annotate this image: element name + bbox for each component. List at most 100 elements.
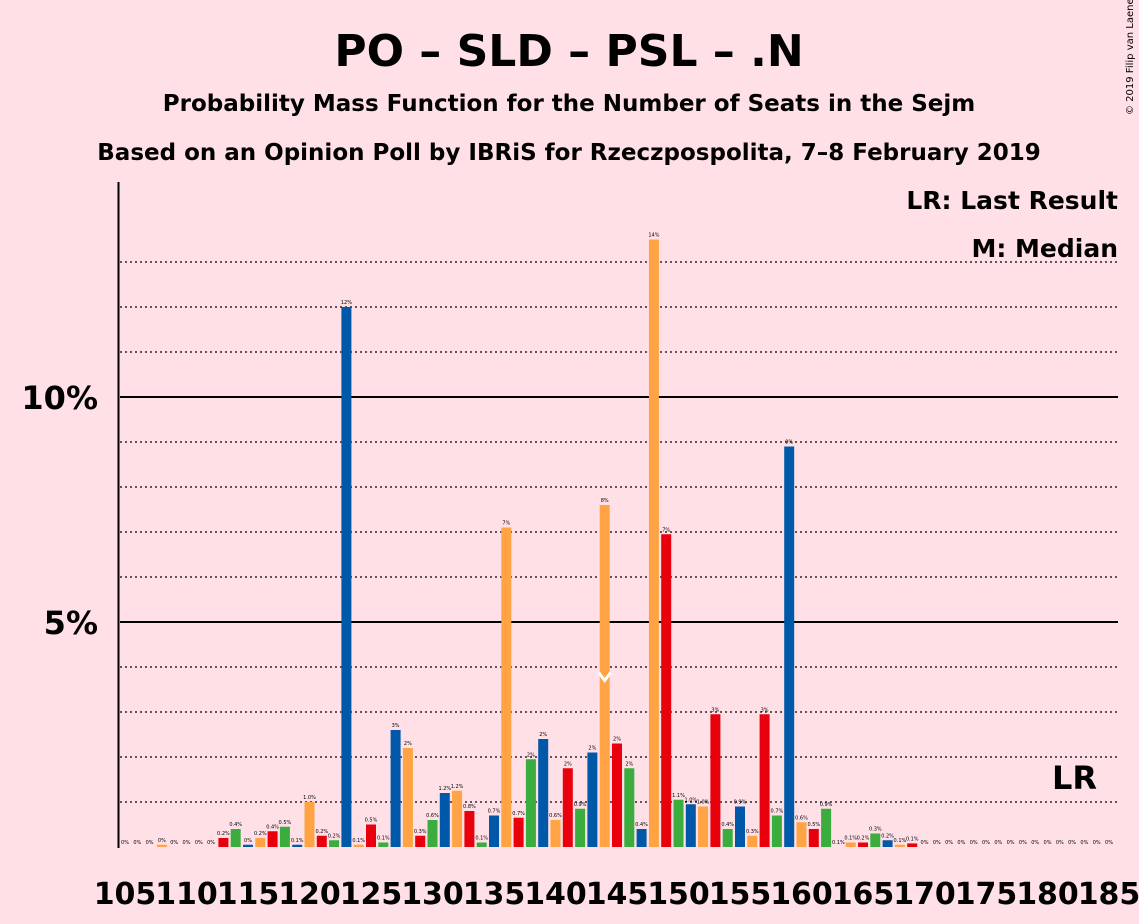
bar-value-label: 0% <box>121 840 129 846</box>
bar-value-label: 1.2% <box>451 784 464 790</box>
seat-bar <box>661 534 672 847</box>
bar-value-label: 0% <box>1031 840 1039 846</box>
seat-bar <box>292 844 303 847</box>
bar-value-label: 0.2% <box>217 831 230 837</box>
bar-value-label: 0% <box>158 838 166 844</box>
seat-bar <box>230 829 241 847</box>
bar-value-label: 0.4% <box>266 824 279 830</box>
bar-value-label: 3% <box>761 707 769 713</box>
bar-value-label: 9% <box>785 440 793 446</box>
bar-value-label: 0.1% <box>352 838 365 844</box>
seat-bar <box>267 831 278 847</box>
bar-value-label: 0% <box>244 838 252 844</box>
seat-bar <box>636 829 647 847</box>
seat-bar <box>808 829 819 847</box>
seat-bar <box>402 748 413 847</box>
x-tick-label: 130 <box>401 877 464 912</box>
bar-value-label: 0% <box>133 840 141 846</box>
seat-bar <box>747 835 758 847</box>
bar-value-label: 0% <box>207 840 215 846</box>
bar-value-label: 0% <box>195 840 203 846</box>
bar-value-label: 0.4% <box>635 822 648 828</box>
bar-value-label: 0.6% <box>426 813 439 819</box>
seat-bar <box>341 307 352 847</box>
seat-bar <box>870 833 881 847</box>
x-tick-label: 115 <box>217 877 280 912</box>
bar-value-label: 0.1% <box>377 836 390 842</box>
median-chevron <box>597 671 612 683</box>
x-tick-label: 185 <box>1078 877 1139 912</box>
x-tick-label: 110 <box>155 877 218 912</box>
bar-value-label: 0.6% <box>549 813 562 819</box>
seat-bar <box>218 838 229 847</box>
bar-value-label: 0% <box>170 840 178 846</box>
bar-value-label: 8% <box>601 498 609 504</box>
bar-value-label: 7% <box>662 527 670 533</box>
bar-value-label: 0% <box>183 840 191 846</box>
seat-bar <box>710 714 721 847</box>
seat-bar <box>255 838 266 847</box>
bar-value-label: 0.2% <box>857 836 870 842</box>
bar-value-label: 0% <box>994 840 1002 846</box>
seat-bar <box>858 842 868 847</box>
bar-value-labels: 0% 0% 0% 0% 0% 0% 0% 0%0.2%0.4%0%0.2%0.4%0.5%0.… <box>121 233 1113 847</box>
seat-bar <box>685 804 696 847</box>
seat-bar <box>759 714 770 847</box>
bar-value-label: 1.0% <box>697 800 710 806</box>
bar-value-label: 0.7% <box>771 809 784 815</box>
seat-bar <box>279 826 290 847</box>
seat-bar <box>304 802 315 847</box>
bar-value-label: 2% <box>527 752 535 758</box>
seat-bar <box>415 835 426 847</box>
seat-bar <box>648 239 659 847</box>
bar-value-label: 0% <box>970 840 978 846</box>
bar-value-label: 0% <box>921 840 929 846</box>
bar-value-label: 0% <box>957 840 965 846</box>
bar-value-label: 0.1% <box>894 838 907 844</box>
bar-value-label: 0.5% <box>279 820 292 826</box>
x-tick-label: 150 <box>647 877 710 912</box>
bar-value-label: 2% <box>564 761 572 767</box>
bar-value-label: 0.2% <box>315 829 328 835</box>
x-tick-label: 120 <box>278 877 341 912</box>
bar-value-label: 1.0% <box>303 795 316 801</box>
x-axis-labels: 1051101151201251301351401451501551601651… <box>94 877 1139 912</box>
bar-value-label: 0.1% <box>291 838 304 844</box>
bar-value-label: 0% <box>1068 840 1076 846</box>
bar-value-label: 0.2% <box>328 833 341 839</box>
x-tick-label: 175 <box>955 877 1018 912</box>
bar-value-label: 0% <box>1105 840 1113 846</box>
bar-value-label: 0% <box>1007 840 1015 846</box>
bar-value-label: 0.6% <box>795 815 808 821</box>
bar-value-label: 0.5% <box>365 818 378 824</box>
bar-value-label: 0.2% <box>881 833 894 839</box>
bar-value-label: 0.5% <box>807 822 820 828</box>
bar-value-label: 0.9% <box>820 802 833 808</box>
grid-lines <box>120 261 1118 803</box>
seat-bar <box>464 811 475 847</box>
seat-bar <box>156 844 167 847</box>
seat-bar <box>575 808 586 847</box>
bar-value-label: 14% <box>648 233 659 239</box>
seat-bar <box>353 844 364 847</box>
bar-value-label: 0.1% <box>475 836 488 842</box>
x-tick-label: 145 <box>586 877 649 912</box>
seat-bar <box>550 820 561 847</box>
bar-value-label: 0% <box>982 840 990 846</box>
bar-value-label: 0.1% <box>844 836 857 842</box>
bar-value-label: 0.8% <box>463 804 476 810</box>
x-tick-label: 140 <box>524 877 587 912</box>
bar-value-label: 0.4% <box>721 822 734 828</box>
seat-bar <box>784 446 795 847</box>
chart-title: PO – SLD – PSL – .N <box>334 26 803 77</box>
last-result-marker: LR <box>1052 759 1097 797</box>
seat-bar <box>243 844 253 847</box>
bar-value-label: 1.2% <box>438 786 451 792</box>
seat-bar <box>562 768 573 847</box>
seat-bar <box>476 842 487 847</box>
bar-value-label: 0% <box>1044 840 1052 846</box>
seat-bar <box>894 844 905 847</box>
median-marker <box>597 671 612 683</box>
seat-bar <box>538 739 549 847</box>
seat-bar <box>427 820 438 847</box>
